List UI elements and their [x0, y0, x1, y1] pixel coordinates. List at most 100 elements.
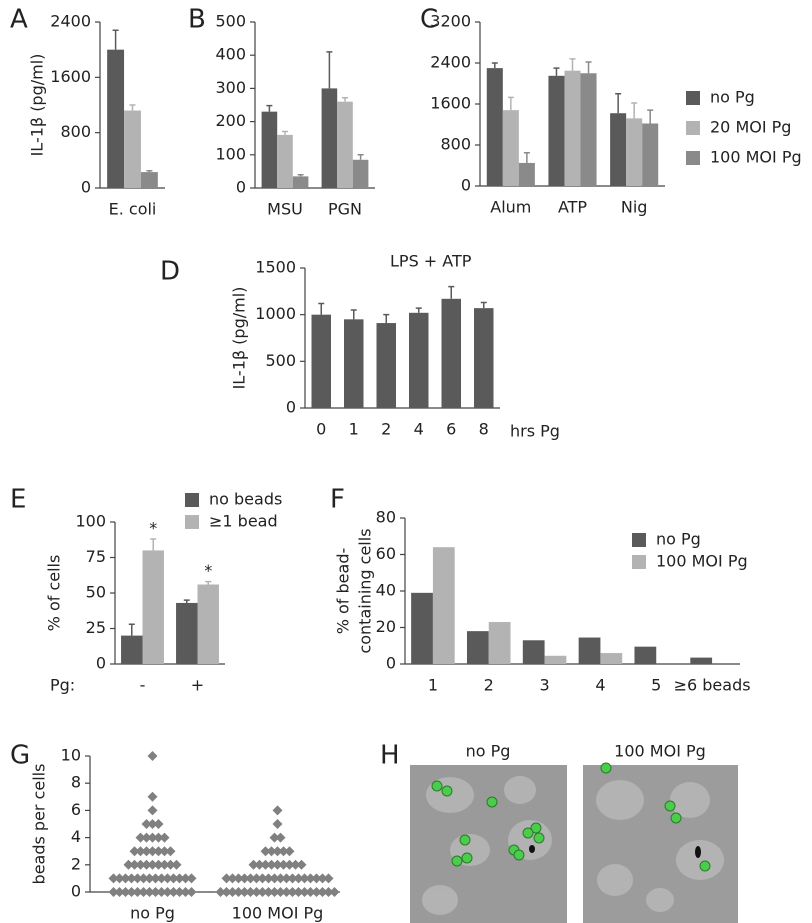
y-tick-label: 4 [71, 827, 81, 846]
bar [634, 646, 657, 664]
bead-dark [529, 845, 535, 853]
bar [121, 635, 143, 664]
error-bar [357, 154, 364, 160]
y-axis-label: IL-1β (pg/ml) [230, 287, 249, 390]
error-bar [150, 538, 157, 551]
dot-row [135, 832, 170, 843]
image-label: no Pg [466, 742, 511, 761]
error-bar [491, 62, 498, 69]
bar [466, 631, 489, 664]
bar [124, 110, 141, 188]
legend-label: no Pg [656, 530, 701, 549]
x-tick-label: no Pg [130, 904, 175, 923]
dot-row [269, 832, 286, 843]
y-tick-label: 0 [236, 178, 246, 197]
bar [311, 314, 331, 408]
dot-row [221, 873, 334, 884]
dot-row [129, 846, 176, 857]
bar [292, 176, 309, 188]
error-bar [146, 169, 153, 173]
y-tick-label: 0 [81, 178, 91, 197]
y-tick-label: 1500 [255, 258, 296, 277]
bar [642, 123, 659, 186]
x-tick-label: 1 [349, 420, 359, 439]
bar [610, 113, 627, 186]
x-tick-label: 1 [428, 676, 438, 695]
error-bar [266, 104, 273, 112]
y-axis-label: % of bead- [334, 548, 353, 635]
chart-panel: C 0 800 1600 2400 3200 Alum ATP Nig no Pg 20 MOI P… [420, 5, 802, 217]
annotation: * [149, 519, 157, 538]
y-tick-label: 100 [75, 512, 106, 531]
x-tick-label: 100 MOI Pg [232, 904, 324, 923]
error-bar [647, 109, 654, 124]
dot-row [108, 873, 197, 884]
x-tick-label: MSU [267, 200, 303, 219]
dot-row [147, 751, 158, 761]
chart-panel: AIL-1β (pg/ml) 0 800 1600 2400 E. coli [10, 5, 165, 219]
error-bar [183, 599, 190, 603]
bar [486, 68, 503, 186]
x-tick-label: Alum [490, 198, 531, 217]
panel-label: B [188, 5, 206, 35]
chart-panel: B 0 100 200 300 400 500 MSU PGN [188, 5, 375, 219]
error-bar [507, 96, 514, 111]
legend-swatch [686, 121, 700, 135]
error-bar [205, 580, 212, 585]
dot-row [260, 846, 295, 857]
error-bar [112, 29, 119, 50]
error-bar [553, 67, 560, 76]
image-label: 100 MOI Pg [614, 742, 706, 761]
legend-swatch [185, 515, 199, 529]
bar [140, 172, 158, 188]
bar [142, 550, 164, 664]
x-tick-label: ATP [558, 198, 587, 217]
bar [578, 637, 601, 664]
bar [432, 547, 455, 664]
panel-label: H [380, 741, 400, 771]
y-tick-label: 0 [286, 398, 296, 417]
bar [522, 640, 545, 664]
y-tick-label: 40 [376, 581, 396, 600]
y-tick-label: 25 [86, 618, 106, 637]
y-tick-label: 200 [215, 111, 246, 130]
error-bar [342, 96, 348, 102]
annotation: * [204, 561, 212, 580]
error-bar [128, 623, 135, 636]
y-tick-label: 0 [386, 654, 396, 673]
error-bar [448, 285, 455, 299]
image-panel: H no Pg 100 MOI Pg [380, 741, 738, 923]
legend-label: 100 MOI Pg [710, 148, 802, 167]
x-tick-label: 8 [479, 420, 489, 439]
error-bar [523, 151, 530, 163]
y-tick-label: 100 [215, 144, 246, 163]
legend-label: 100 MOI Pg [656, 552, 748, 571]
panel-label: D [160, 257, 180, 287]
legend-label: no Pg [710, 88, 755, 107]
bar [502, 110, 519, 186]
x-tick-label: 4 [414, 420, 424, 439]
y-tick-label: 500 [265, 351, 296, 370]
legend-swatch [632, 555, 646, 569]
bar [409, 312, 429, 408]
chart-panel: E % of cells Pg: 0 25 50 75 100 - + no beads * * ≥1 b… [10, 485, 282, 695]
panel-label: F [330, 485, 345, 515]
y-tick-label: 800 [60, 122, 91, 141]
y-tick-label: 80 [376, 508, 396, 527]
x-tick-label: - [140, 676, 146, 695]
panel-label: C [420, 5, 438, 35]
error-bar [282, 130, 288, 135]
y-tick-label: 75 [86, 547, 106, 566]
dot-row [108, 887, 197, 897]
bar [411, 592, 433, 664]
error-bar [631, 102, 638, 119]
legend-swatch [632, 533, 646, 547]
legend-swatch [686, 91, 700, 105]
y-tick-label: 20 [376, 617, 396, 636]
bar [626, 118, 643, 186]
bar [564, 70, 581, 186]
error-bar [415, 307, 422, 313]
y-tick-label: 1000 [255, 304, 296, 323]
bar [107, 49, 125, 188]
panel-label: A [10, 5, 28, 35]
